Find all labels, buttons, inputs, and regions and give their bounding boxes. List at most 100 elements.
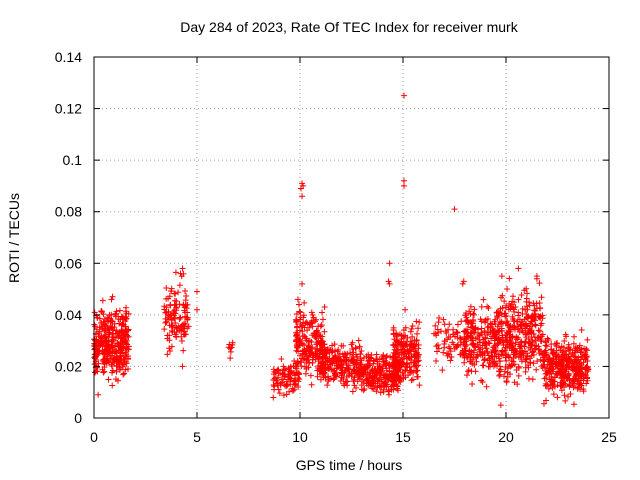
data-point	[525, 375, 532, 382]
data-point	[414, 330, 421, 337]
data-point	[95, 348, 102, 355]
data-point	[467, 310, 474, 317]
data-point	[301, 299, 308, 306]
data-point	[535, 327, 542, 334]
data-point	[477, 316, 484, 323]
data-point	[171, 315, 178, 322]
data-point	[398, 336, 405, 343]
data-point	[317, 363, 324, 370]
x-tick-label: 10	[292, 429, 308, 445]
data-point	[271, 375, 278, 382]
data-point	[432, 322, 439, 329]
data-point	[106, 329, 113, 336]
axis-ticks: 0 5 10 15 20 25 0 0.02 0.04 0.06 0.08 0.1 0.12 0.14	[55, 49, 617, 445]
data-point	[344, 350, 351, 357]
data-point	[532, 317, 539, 324]
data-point	[526, 355, 533, 362]
data-point	[373, 369, 380, 376]
x-tick-label: 15	[395, 429, 411, 445]
data-point	[400, 341, 407, 348]
data-point	[529, 312, 536, 319]
data-point	[163, 284, 170, 291]
data-point	[102, 334, 109, 341]
data-point	[522, 331, 529, 338]
data-point	[124, 356, 131, 363]
data-point	[119, 334, 126, 341]
data-point	[114, 329, 121, 336]
data-point	[506, 361, 513, 368]
data-point	[416, 319, 423, 326]
data-point	[464, 354, 471, 361]
data-point	[109, 382, 116, 389]
data-point	[358, 348, 365, 355]
data-point	[440, 349, 447, 356]
data-point	[301, 324, 308, 331]
data-point	[320, 341, 327, 348]
data-point	[454, 343, 461, 350]
data-point	[412, 351, 419, 358]
data-point	[383, 352, 390, 359]
data-point	[400, 346, 407, 353]
data-point	[301, 363, 308, 370]
data-point	[332, 354, 339, 361]
data-point	[101, 359, 108, 366]
data-point	[95, 391, 102, 398]
x-tick-label: 0	[90, 429, 98, 445]
data-point	[306, 321, 313, 328]
data-point	[173, 324, 180, 331]
data-point	[369, 367, 376, 374]
data-point	[109, 344, 116, 351]
data-point	[113, 354, 120, 361]
data-point	[118, 313, 125, 320]
data-point	[400, 350, 407, 357]
data-point	[287, 381, 294, 388]
data-point	[469, 360, 476, 367]
data-point	[450, 326, 457, 333]
data-point	[293, 363, 300, 370]
data-point	[373, 388, 380, 395]
data-point	[442, 328, 449, 335]
x-tick-label: 25	[601, 429, 617, 445]
data-point	[360, 369, 367, 376]
data-point	[358, 376, 365, 383]
data-point	[307, 372, 314, 379]
data-point	[302, 320, 309, 327]
data-point	[515, 265, 522, 272]
data-point	[461, 359, 468, 366]
y-axis-label: ROTI / TECUs	[6, 193, 22, 283]
data-point	[530, 351, 537, 358]
y-tick-label: 0.1	[63, 152, 83, 168]
data-point	[94, 314, 101, 321]
data-point	[119, 339, 126, 346]
data-point	[483, 383, 490, 390]
data-point	[501, 298, 508, 305]
data-point	[115, 340, 122, 347]
data-point	[402, 368, 409, 375]
chart-title: Day 284 of 2023, Rate Of TEC Index for r…	[180, 19, 518, 35]
data-point	[359, 370, 366, 377]
data-point	[365, 358, 372, 365]
data-point	[335, 346, 342, 353]
x-tick-label: 5	[193, 429, 201, 445]
data-point	[118, 344, 125, 351]
data-point	[382, 357, 389, 364]
data-point	[171, 302, 178, 309]
data-point	[578, 326, 585, 333]
data-point	[525, 362, 532, 369]
data-point	[309, 356, 316, 363]
data-point	[122, 337, 129, 344]
data-point	[319, 309, 326, 316]
data-point	[101, 368, 108, 375]
data-point	[350, 351, 357, 358]
data-point	[570, 401, 577, 408]
x-tick-label: 20	[498, 429, 514, 445]
data-point	[170, 309, 177, 316]
data-point	[536, 328, 543, 335]
data-point	[323, 349, 330, 356]
data-point	[294, 369, 301, 376]
data-point	[331, 370, 338, 377]
data-point	[316, 340, 323, 347]
data-point	[525, 314, 532, 321]
data-point	[405, 350, 412, 357]
data-point	[537, 338, 544, 345]
